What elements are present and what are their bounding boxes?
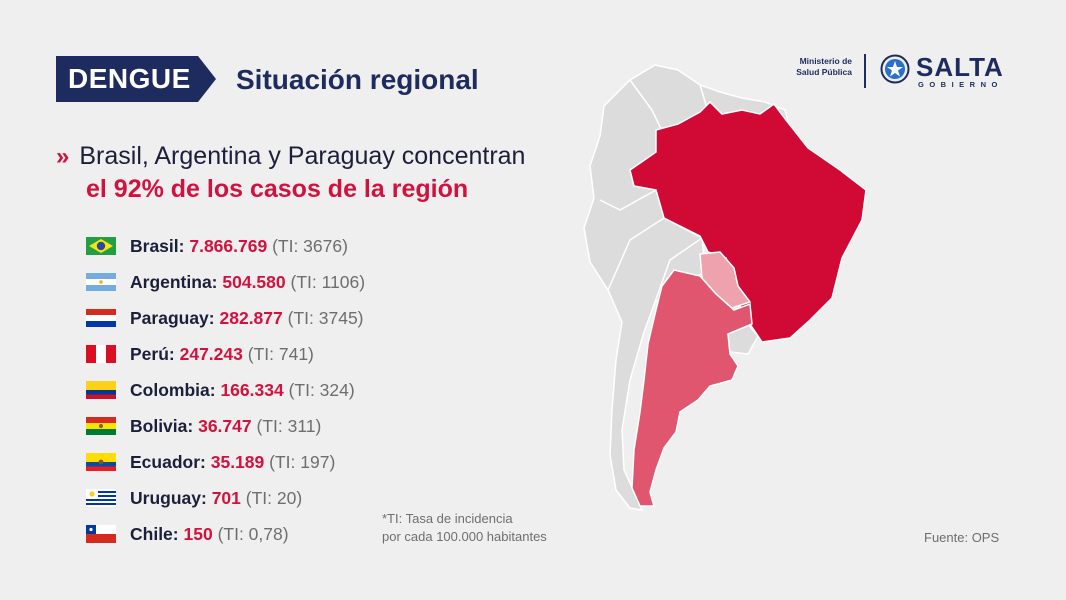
country-cases: 701	[211, 487, 241, 508]
ministerio-line1: Ministerio de	[799, 56, 852, 66]
tag-label: DENGUE	[68, 63, 191, 94]
footnote-line1: *TI: Tasa de incidencia	[382, 511, 513, 526]
country-row-argentina: Argentina: 504.580 (TI: 1106)	[86, 264, 365, 300]
country-row-paraguay: Paraguay: 282.877 (TI: 3745)	[86, 300, 365, 336]
bolivia-flag-icon	[86, 417, 116, 435]
country-ti: (TI: 741)	[247, 343, 314, 364]
country-name: Brasil:	[130, 235, 185, 256]
headline-line1: Brasil, Argentina y Paraguay concentran	[79, 142, 526, 170]
country-cases: 166.334	[220, 379, 284, 400]
country-name: Perú:	[130, 343, 175, 364]
country-cases: 247.243	[179, 343, 243, 364]
uruguay-flag-icon	[86, 489, 116, 507]
colombia-flag-icon	[86, 381, 116, 399]
page-title: Situación regional	[236, 64, 479, 95]
country-ti: (TI: 3676)	[272, 235, 348, 256]
peru-flag-icon	[86, 345, 116, 363]
country-name: Uruguay:	[130, 487, 207, 508]
map-brazil	[629, 100, 867, 343]
dengue-tag: DENGUE	[56, 56, 216, 102]
country-ti: (TI: 311)	[256, 415, 322, 436]
map-internal-borders	[599, 79, 731, 303]
ministerio-line2: Salud Pública	[796, 67, 852, 77]
salta-seal-icon	[880, 54, 910, 84]
country-ti: (TI: 197)	[269, 451, 336, 472]
country-name: Paraguay:	[130, 307, 215, 328]
country-cases: 282.877	[219, 307, 283, 328]
country-name: Colombia:	[130, 379, 216, 400]
country-name: Argentina:	[130, 271, 218, 292]
salta-wordmark: SALTA	[916, 52, 1004, 82]
south-america-map	[583, 64, 867, 511]
country-row-uruguay: Uruguay: 701 (TI: 20)	[86, 480, 365, 516]
headline: » Brasil, Argentina y Paraguay concentran…	[56, 140, 525, 205]
country-ti: (TI: 20)	[245, 487, 303, 508]
footnote-line2: por cada 100.000 habitantes	[382, 529, 547, 544]
paraguay-flag-icon	[86, 309, 116, 327]
footnote: *TI: Tasa de incidencia por cada 100.000…	[382, 510, 547, 546]
country-row-bolivia: Bolivia: 36.747 (TI: 311)	[86, 408, 365, 444]
country-ti: (TI: 3745)	[287, 307, 364, 328]
country-row-ecuador: Ecuador: 35.189 (TI: 197)	[86, 444, 365, 480]
country-row-colombia: Colombia: 166.334 (TI: 324)	[86, 372, 365, 408]
country-name: Bolivia:	[130, 415, 194, 436]
argentina-flag-icon	[86, 273, 116, 291]
country-cases: 36.747	[198, 415, 252, 436]
country-row-brasil: Brasil: 7.866.769 (TI: 3676)	[86, 228, 365, 264]
chile-flag-icon	[86, 525, 116, 543]
tag-arrow-shape	[56, 56, 216, 102]
gobierno-label: GOBIERNO	[918, 80, 1003, 89]
logo-divider	[864, 54, 866, 88]
country-ti: (TI: 324)	[288, 379, 355, 400]
country-cases: 150	[183, 523, 213, 544]
source-label: Fuente: OPS	[924, 530, 1000, 545]
country-name: Chile:	[130, 523, 179, 544]
country-name: Ecuador:	[130, 451, 206, 472]
country-row-peru: Perú: 247.243 (TI: 741)	[86, 336, 365, 372]
headline-line2: el 92% de los casos de la región	[86, 175, 469, 203]
ecuador-flag-icon	[86, 453, 116, 471]
country-list: Brasil: 7.866.769 (TI: 3676) Argentina: …	[86, 228, 365, 552]
country-ti: (TI: 1106)	[290, 271, 366, 292]
country-row-chile: Chile: 150 (TI: 0,78)	[86, 516, 365, 552]
government-logo: Ministerio de Salud Pública SALTA GOBIER…	[770, 52, 1020, 92]
double-chevron-icon: »	[56, 143, 70, 170]
brazil-flag-icon	[86, 237, 116, 255]
ministerio-label: Ministerio de Salud Pública	[770, 56, 852, 78]
country-cases: 504.580	[222, 271, 286, 292]
country-ti: (TI: 0,78)	[217, 523, 289, 544]
map-argentina	[631, 269, 753, 507]
country-cases: 7.866.769	[189, 235, 268, 256]
country-cases: 35.189	[210, 451, 265, 472]
